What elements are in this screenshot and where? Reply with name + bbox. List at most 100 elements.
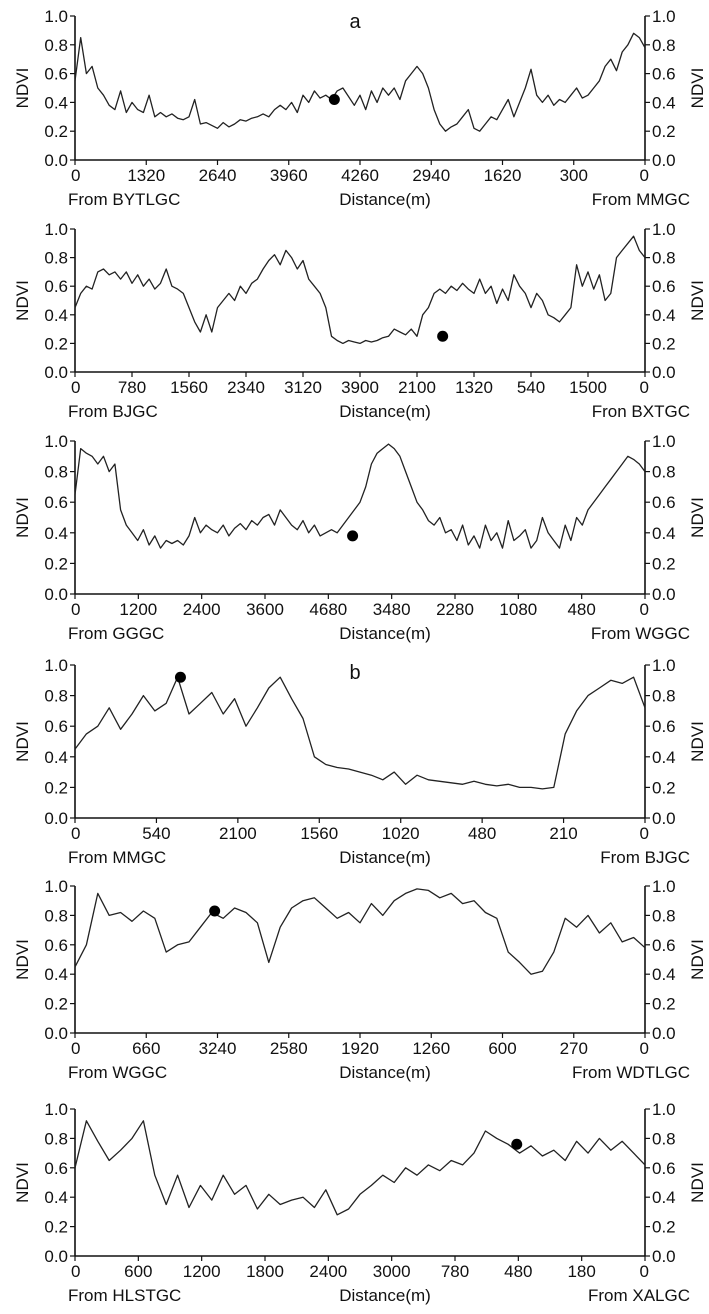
y-tick-label-right: 0.2: [652, 1218, 676, 1237]
x-tick-label: 3000: [373, 1262, 411, 1281]
x-tick-label: 1260: [412, 1039, 450, 1058]
y-tick-label-right: 0.4: [652, 306, 676, 325]
origin-label-left: From BYTLGC: [68, 190, 180, 209]
x-tick-label: 2100: [219, 824, 257, 843]
y-tick-label-right: 0.8: [652, 463, 676, 482]
y-tick-label-right: 0.2: [652, 995, 676, 1014]
y-tick-label-left: 0.6: [44, 65, 68, 84]
x-tick-label: 660: [132, 1039, 160, 1058]
x-tick-label: 480: [504, 1262, 532, 1281]
y-tick-label-right: 0.6: [652, 1159, 676, 1178]
y-tick-label-right: 1.0: [652, 432, 676, 451]
y-tick-label-right: 0.6: [652, 717, 676, 736]
y-tick-label-left: 0.0: [44, 1247, 68, 1266]
x-tick-label: 3480: [373, 600, 411, 619]
y-tick-label-left: 0.4: [44, 524, 68, 543]
origin-label-right: Fron BXTGC: [592, 402, 690, 421]
y-tick-label-left: 0.0: [44, 1024, 68, 1043]
x-tick-label: 540: [142, 824, 170, 843]
origin-label-right: From MMGC: [592, 190, 690, 209]
ndvi-profile-line: [74, 676, 646, 790]
panel-label-a: a: [349, 11, 361, 33]
origin-label-right: From BJGC: [600, 848, 690, 867]
origin-label-left: From GGGC: [68, 624, 164, 643]
y-tick-label-left: 0.0: [44, 809, 68, 828]
y-tick-label-left: 0.8: [44, 1129, 68, 1148]
x-tick-label: 0: [71, 824, 80, 843]
y-axis-title-right: NDVI: [688, 721, 707, 762]
x-tick-label: 3960: [270, 166, 308, 185]
origin-label-left: From WGGC: [68, 1063, 167, 1082]
y-tick-label-right: 0.4: [652, 1188, 676, 1207]
profile-marker-dot: [328, 94, 340, 106]
x-tick-label: 4260: [341, 166, 379, 185]
y-tick-label-right: 0.2: [652, 554, 676, 573]
y-tick-label-right: 0.8: [652, 687, 676, 706]
y-tick-label-left: 0.4: [44, 748, 68, 767]
y-tick-label-left: 0.2: [44, 122, 68, 141]
x-tick-label: 1200: [119, 600, 157, 619]
x-tick-label: 600: [488, 1039, 516, 1058]
x-tick-label: 2100: [398, 378, 436, 397]
profile-marker-dot: [174, 671, 186, 683]
y-tick-label-left: 1.0: [44, 1100, 68, 1119]
y-tick-label-left: 1.0: [44, 432, 68, 451]
y-axis-title-left: NDVI: [13, 497, 32, 538]
chart-2: 0.0 0.0 0.2 0.2 0.4 0.4 0.6 0.6 0.8 0.8 1.0 1.0 0 780…: [13, 220, 707, 421]
x-tick-label: 180: [567, 1262, 595, 1281]
profile-marker-dot: [511, 1138, 523, 1150]
chart-4: 0.0 0.0 0.2 0.2 0.4 0.4 0.6 0.6 0.8 0.8 1.0 1.0 0 540…: [13, 656, 707, 867]
x-axis-title: Distance(m): [339, 624, 431, 643]
profile-marker-dot: [437, 330, 449, 342]
y-tick-label-left: 0.0: [44, 151, 68, 170]
x-tick-label: 2640: [199, 166, 237, 185]
y-tick-label-right: 0.0: [652, 151, 676, 170]
x-tick-label: 780: [118, 378, 146, 397]
x-tick-label: 1020: [382, 824, 420, 843]
y-axis-title-right: NDVI: [688, 280, 707, 321]
y-tick-label-left: 0.6: [44, 277, 68, 296]
x-axis-title: Distance(m): [339, 1286, 431, 1305]
x-tick-label: 3600: [246, 600, 284, 619]
x-tick-label: 0: [71, 166, 80, 185]
y-tick-label-right: 0.8: [652, 36, 676, 55]
origin-label-right: From WGGC: [591, 624, 690, 643]
x-tick-label: 0: [640, 166, 649, 185]
y-tick-label-right: 0.2: [652, 122, 676, 141]
x-tick-label: 1200: [183, 1262, 221, 1281]
y-tick-label-left: 0.8: [44, 687, 68, 706]
y-tick-label-left: 0.6: [44, 936, 68, 955]
y-tick-label-left: 1.0: [44, 656, 68, 675]
x-tick-label: 2400: [183, 600, 221, 619]
y-tick-label-right: 0.2: [652, 334, 676, 353]
chart-6: 0.0 0.0 0.2 0.2 0.4 0.4 0.6 0.6 0.8 0.8 1.0 1.0 0 600…: [13, 1100, 707, 1305]
y-tick-label-left: 1.0: [44, 220, 68, 239]
y-tick-label-right: 0.4: [652, 748, 676, 767]
x-axis-title: Distance(m): [339, 402, 431, 421]
origin-label-left: From HLSTGC: [68, 1286, 181, 1305]
x-tick-label: 1320: [127, 166, 165, 185]
x-tick-label: 2280: [436, 600, 474, 619]
y-tick-label-right: 0.6: [652, 277, 676, 296]
chart-3: 0.0 0.0 0.2 0.2 0.4 0.4 0.6 0.6 0.8 0.8 1.0 1.0 0 120…: [13, 432, 707, 643]
profile-marker-dot: [347, 530, 359, 542]
y-tick-label-right: 0.4: [652, 93, 676, 112]
x-tick-label: 1500: [569, 378, 607, 397]
x-tick-label: 300: [560, 166, 588, 185]
y-tick-label-left: 0.4: [44, 306, 68, 325]
chart-panels: 0.0 0.0 0.2 0.2 0.4 0.4 0.6 0.6 0.8 0.8 1.0 1.0 0 132…: [13, 7, 707, 1305]
x-tick-label: 3900: [341, 378, 379, 397]
y-tick-label-right: 0.0: [652, 1024, 676, 1043]
x-axis-title: Distance(m): [339, 1063, 431, 1082]
x-tick-label: 0: [640, 1262, 649, 1281]
x-tick-label: 540: [517, 378, 545, 397]
y-tick-label-right: 1.0: [652, 877, 676, 896]
y-tick-label-left: 0.4: [44, 965, 68, 984]
x-tick-label: 0: [640, 600, 649, 619]
y-tick-label-left: 0.2: [44, 554, 68, 573]
x-tick-label: 2940: [412, 166, 450, 185]
y-tick-label-left: 0.4: [44, 1188, 68, 1207]
x-tick-label: 1320: [455, 378, 493, 397]
y-tick-label-right: 0.0: [652, 1247, 676, 1266]
